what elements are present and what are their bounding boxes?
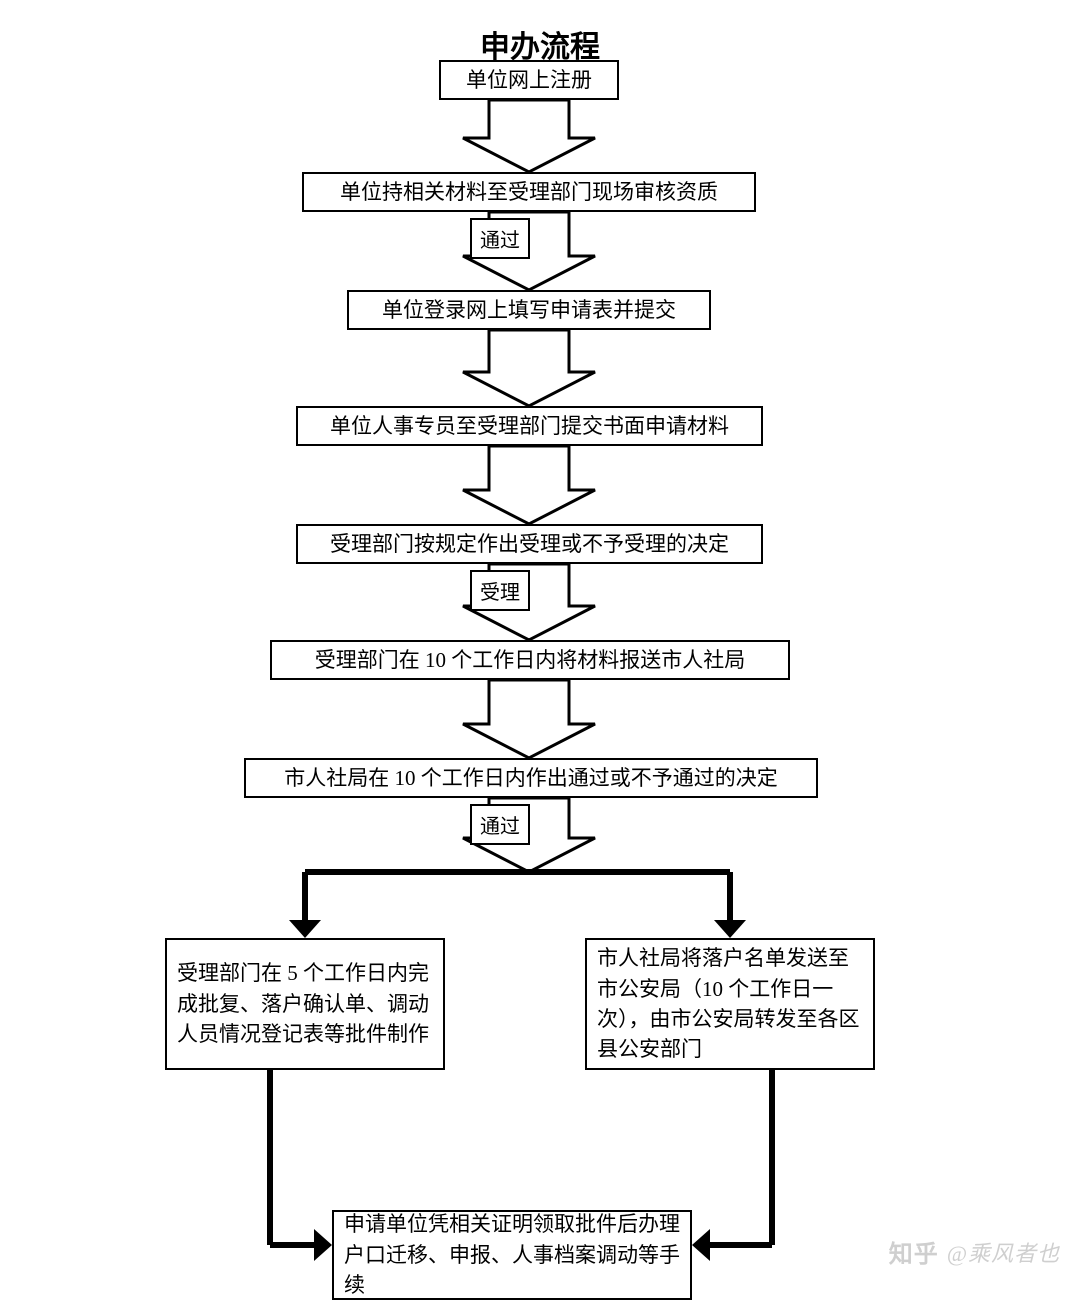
arrow-label: 受理	[470, 570, 530, 611]
flowchart-arrows	[0, 0, 1080, 1287]
arrow-label: 通过	[470, 804, 530, 845]
arrow-label: 通过	[470, 218, 530, 259]
